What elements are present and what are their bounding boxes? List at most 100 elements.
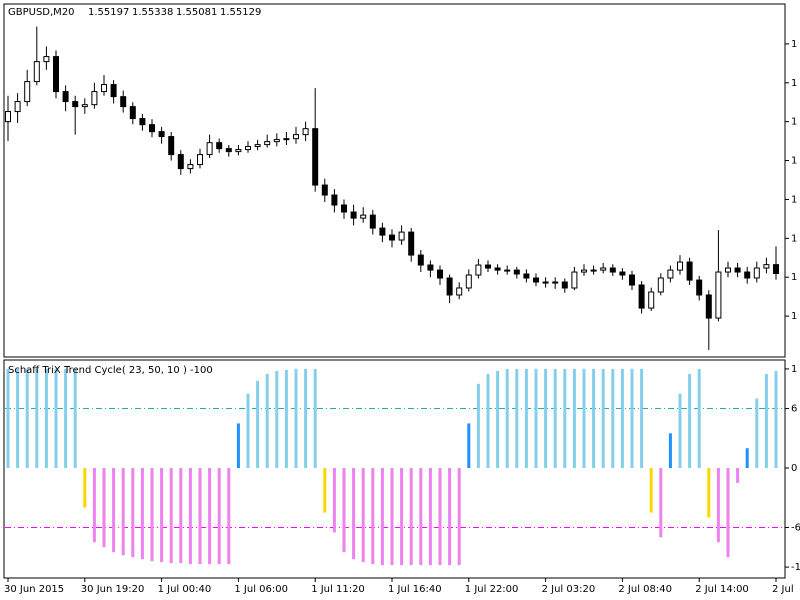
candle-body bbox=[696, 279, 703, 296]
histogram-bar bbox=[102, 468, 106, 548]
candle-body bbox=[437, 269, 443, 279]
indicator-pane bbox=[3, 359, 786, 579]
candle-body bbox=[677, 261, 683, 271]
histogram-bar bbox=[179, 468, 183, 564]
candle-body bbox=[254, 144, 261, 148]
candle-body bbox=[504, 269, 511, 272]
candle-body bbox=[561, 281, 568, 289]
candle-body bbox=[168, 136, 175, 156]
candle-body bbox=[235, 149, 242, 153]
y-tick-label: 0 bbox=[791, 463, 797, 474]
histogram-bar bbox=[496, 370, 500, 469]
histogram-bar bbox=[92, 468, 96, 543]
x-tick-label: 2 Jul 03:20 bbox=[542, 584, 596, 595]
y-tick-label: -6 bbox=[791, 522, 800, 533]
histogram-bar bbox=[112, 468, 116, 553]
histogram-bar bbox=[457, 468, 461, 566]
candle-body bbox=[581, 269, 587, 273]
x-tick-label: 1 Jul 00:40 bbox=[158, 584, 212, 595]
histogram-bar bbox=[563, 368, 567, 469]
candle-body bbox=[302, 128, 309, 136]
candle-body bbox=[417, 254, 424, 266]
candle-body bbox=[110, 84, 117, 98]
candle-body bbox=[542, 281, 549, 284]
histogram-bar bbox=[160, 468, 164, 563]
candle-body bbox=[773, 264, 779, 274]
candle-body bbox=[24, 81, 31, 103]
histogram-bar bbox=[726, 468, 730, 558]
candle-body bbox=[619, 271, 626, 276]
histogram-bar bbox=[140, 468, 144, 560]
histogram-bar bbox=[764, 373, 768, 469]
candle-body bbox=[494, 267, 501, 271]
histogram-bar bbox=[544, 368, 548, 469]
histogram-bar bbox=[448, 468, 452, 566]
histogram-bar bbox=[121, 468, 125, 556]
x-tick-label: 1 Jul 06:00 bbox=[234, 584, 288, 595]
histogram-bar bbox=[716, 468, 720, 543]
candle-body bbox=[177, 154, 184, 170]
last-low: 1.55081 bbox=[176, 7, 217, 18]
histogram-bar bbox=[534, 368, 538, 469]
histogram-bar bbox=[332, 468, 336, 533]
candle-body bbox=[293, 134, 299, 140]
histogram-bar bbox=[236, 423, 240, 469]
candle-body bbox=[667, 269, 674, 279]
histogram-bar bbox=[361, 468, 365, 563]
candle-body bbox=[225, 148, 232, 153]
histogram-bar bbox=[131, 468, 135, 558]
candle-body bbox=[571, 271, 578, 289]
candle-body bbox=[408, 231, 415, 256]
histogram-bar bbox=[486, 373, 490, 469]
candle-body bbox=[475, 264, 482, 276]
x-tick-label: 1 Jul 11:20 bbox=[311, 584, 365, 595]
histogram-bar bbox=[668, 433, 672, 469]
candle-body bbox=[513, 269, 520, 275]
histogram-bar bbox=[313, 368, 317, 469]
histogram-bar bbox=[6, 368, 10, 469]
histogram-bar bbox=[649, 468, 653, 513]
candle-body bbox=[321, 184, 328, 196]
candle-body bbox=[456, 287, 463, 296]
symbol: GBPUSD,M20 bbox=[8, 7, 75, 18]
candle-body bbox=[725, 267, 731, 273]
candle-body bbox=[590, 269, 597, 272]
histogram-bar bbox=[256, 380, 260, 469]
candle-body bbox=[216, 142, 223, 150]
y-tick-label: 1 bbox=[791, 194, 797, 205]
histogram-bar bbox=[592, 368, 596, 469]
histogram-bar bbox=[707, 468, 711, 518]
histogram-bar bbox=[697, 368, 701, 469]
candle-body bbox=[72, 101, 79, 108]
candle-body bbox=[715, 271, 722, 319]
candle-body bbox=[609, 267, 616, 273]
candle-body bbox=[753, 267, 760, 279]
histogram-bar bbox=[745, 448, 749, 469]
histogram-bar bbox=[640, 368, 644, 469]
candle-body bbox=[33, 61, 40, 83]
candle-body bbox=[552, 281, 559, 284]
candle-body bbox=[427, 264, 434, 271]
candle-body bbox=[101, 84, 107, 93]
histogram-bar bbox=[736, 468, 740, 483]
candle-body bbox=[312, 128, 319, 186]
y-tick-label: 1 bbox=[791, 117, 797, 128]
candle-body bbox=[360, 214, 367, 219]
candle-body bbox=[91, 91, 98, 106]
candle-body bbox=[139, 118, 146, 126]
histogram-bar bbox=[16, 368, 20, 469]
candle-body bbox=[369, 214, 376, 229]
histogram-bar bbox=[688, 373, 692, 469]
x-tick-label: 1 Jul 22:00 bbox=[465, 584, 519, 595]
histogram-bar bbox=[476, 383, 480, 469]
y-tick-label: 1 bbox=[791, 78, 797, 89]
candle-body bbox=[197, 154, 203, 166]
histogram-bar bbox=[227, 468, 231, 565]
candle-body bbox=[446, 277, 453, 296]
candle-body bbox=[129, 106, 136, 120]
x-tick-label: 1 Jul 16:40 bbox=[388, 584, 442, 595]
candle-body bbox=[629, 274, 635, 286]
price-pane bbox=[3, 3, 786, 358]
candle-body bbox=[5, 111, 11, 123]
